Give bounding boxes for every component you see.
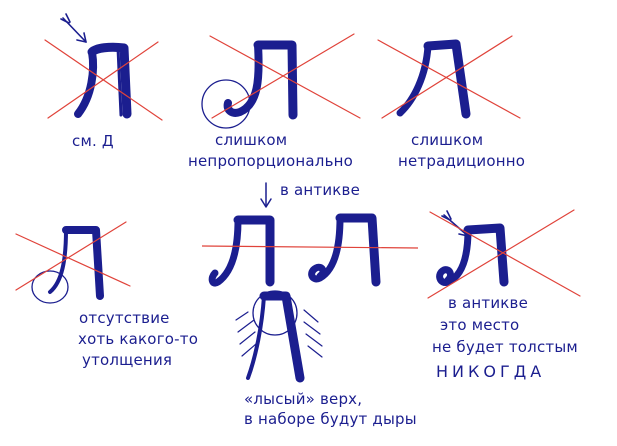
letter-l-variant-3 [396, 39, 471, 119]
note-bald-top-line1: «лысый» верх, [244, 390, 363, 408]
letter-l-variant-1 [74, 42, 132, 119]
letter-l-variant-2 [223, 40, 298, 120]
note-too-disproportional-line2: непропорционально [188, 152, 353, 170]
note-too-nontraditional-line1: слишком [411, 131, 484, 149]
note-in-antiqua-top: в антикве [280, 181, 361, 199]
note-see-d: см. Д [72, 132, 114, 150]
note-bald-top-line2: в наборе будут дыры [244, 410, 417, 428]
strike-cross [15, 33, 581, 299]
letter-l-variant-8 [246, 291, 305, 383]
letter-l-variant-7 [436, 223, 509, 287]
note-no-thickening-line3: утолщения [82, 351, 173, 369]
arrow-icon [60, 13, 87, 43]
note-antiqua-right-line4: НИКОГДА [436, 362, 546, 381]
letter-l-variant-5 [208, 215, 275, 287]
note-no-thickening-line2: хоть какого-то [78, 330, 199, 348]
note-antiqua-right-line3: не будет толстым [432, 338, 578, 356]
letter-l-variant-4 [48, 226, 104, 300]
note-no-thickening-line1: отсутствие [79, 309, 170, 327]
note-too-disproportional-line1: слишком [215, 131, 288, 149]
hatch-marks [235, 309, 323, 358]
circle-highlight [252, 290, 298, 336]
circle-highlight [31, 270, 69, 304]
letter-l-variant-6 [308, 213, 381, 287]
arrow-icon [441, 210, 469, 237]
note-too-nontraditional-line2: нетрадиционно [398, 152, 526, 170]
strike-cross [201, 245, 419, 249]
note-antiqua-right-line1: в антикве [448, 294, 529, 312]
circle-highlight [201, 79, 251, 129]
note-antiqua-right-line2: это место [440, 316, 520, 334]
down-arrow-icon [260, 182, 272, 208]
